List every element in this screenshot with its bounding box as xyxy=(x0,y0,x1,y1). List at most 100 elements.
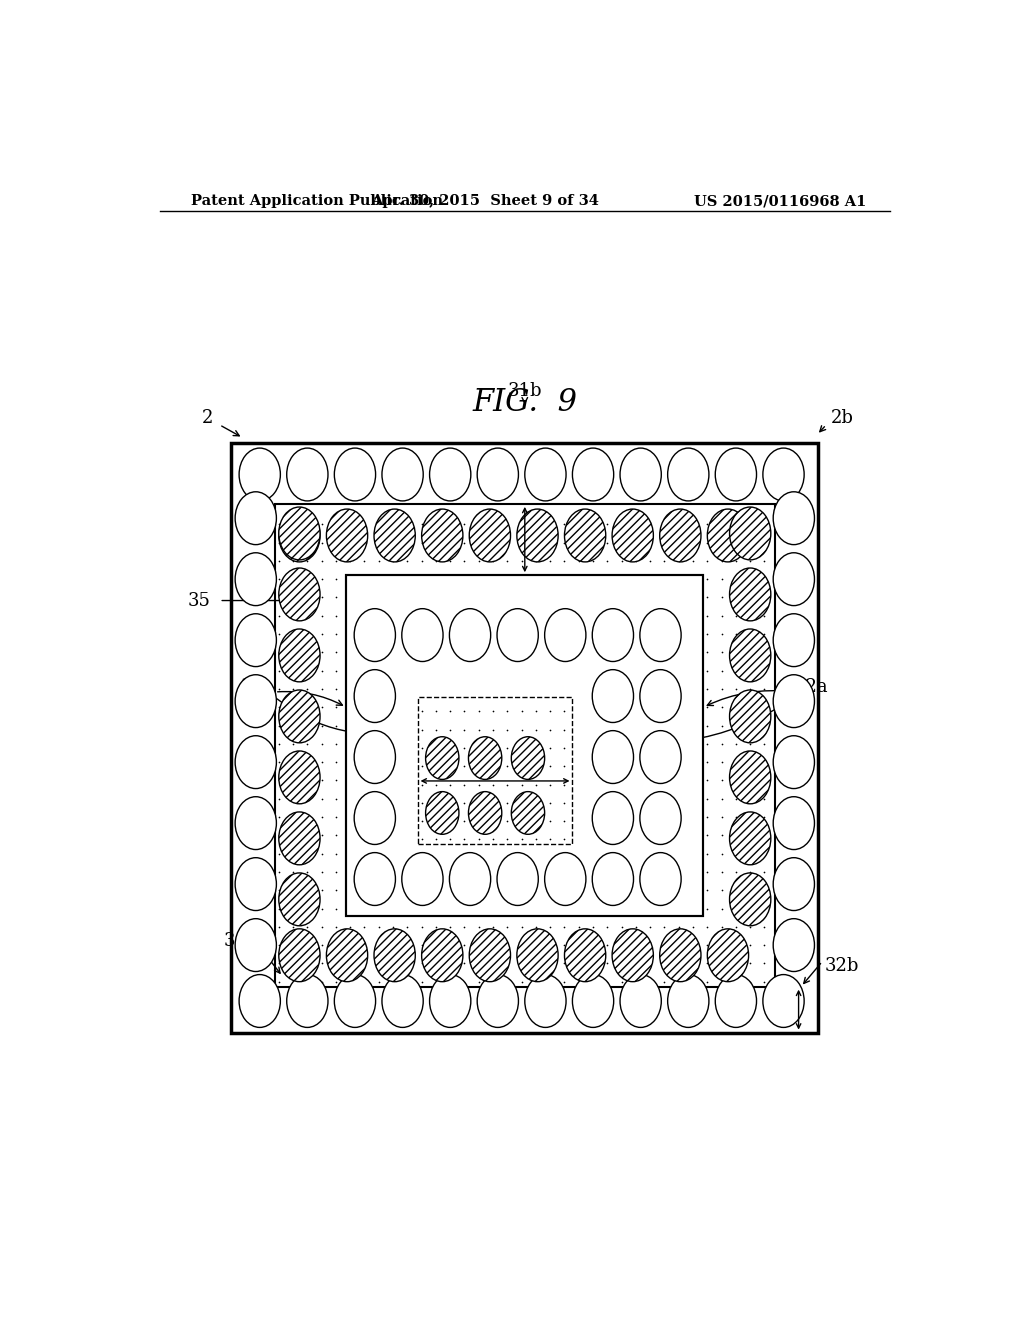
Text: 2: 2 xyxy=(202,409,213,426)
Circle shape xyxy=(564,510,606,562)
Point xyxy=(270,660,287,681)
Point xyxy=(442,916,459,937)
Point xyxy=(428,972,444,993)
Point xyxy=(699,678,716,700)
Point xyxy=(714,513,730,535)
Circle shape xyxy=(729,507,771,560)
Point xyxy=(728,825,744,846)
Point xyxy=(656,972,673,993)
Point xyxy=(457,774,473,795)
Point xyxy=(728,807,744,828)
Circle shape xyxy=(612,510,653,562)
Circle shape xyxy=(497,853,539,906)
Point xyxy=(356,916,373,937)
Circle shape xyxy=(477,974,518,1027)
Point xyxy=(714,606,730,627)
Point xyxy=(428,513,444,535)
Circle shape xyxy=(715,974,757,1027)
Point xyxy=(313,623,330,644)
Point xyxy=(328,879,344,900)
Point xyxy=(299,916,315,937)
Point xyxy=(599,953,615,974)
Point xyxy=(285,532,301,553)
Point xyxy=(285,843,301,865)
Point xyxy=(371,550,387,572)
Point xyxy=(513,701,529,722)
Point xyxy=(457,972,473,993)
Point xyxy=(270,935,287,956)
Point xyxy=(313,898,330,919)
Circle shape xyxy=(659,510,701,562)
Point xyxy=(313,751,330,772)
Circle shape xyxy=(517,929,558,982)
Point xyxy=(714,916,730,937)
Point xyxy=(356,532,373,553)
Point xyxy=(613,550,630,572)
Point xyxy=(471,701,487,722)
Point xyxy=(313,587,330,609)
Point xyxy=(757,916,773,937)
Circle shape xyxy=(334,447,376,500)
Point xyxy=(556,719,572,741)
Point xyxy=(542,755,558,776)
Point xyxy=(471,755,487,776)
Point xyxy=(414,550,430,572)
Point xyxy=(556,701,572,722)
Circle shape xyxy=(640,792,681,845)
Point xyxy=(728,879,744,900)
Point xyxy=(328,569,344,590)
Point xyxy=(299,606,315,627)
Point xyxy=(414,701,430,722)
Point xyxy=(471,738,487,759)
Text: 32b: 32b xyxy=(824,957,859,975)
Circle shape xyxy=(773,614,814,667)
Circle shape xyxy=(236,614,276,667)
Point xyxy=(499,916,515,937)
Point xyxy=(471,513,487,535)
Point xyxy=(442,829,459,850)
Circle shape xyxy=(354,731,395,784)
Text: Patent Application Publication: Patent Application Publication xyxy=(191,194,443,209)
Point xyxy=(585,916,601,937)
Point xyxy=(356,513,373,535)
Bar xyxy=(231,444,818,1032)
Point xyxy=(585,550,601,572)
Point xyxy=(742,972,759,993)
Point xyxy=(714,734,730,755)
Circle shape xyxy=(382,447,423,500)
Point xyxy=(299,623,315,644)
Point xyxy=(285,642,301,663)
Point xyxy=(485,755,502,776)
Point xyxy=(371,532,387,553)
Point xyxy=(542,829,558,850)
Point xyxy=(757,972,773,993)
Point xyxy=(527,719,544,741)
Point xyxy=(499,513,515,535)
Circle shape xyxy=(426,792,459,834)
Point xyxy=(527,953,544,974)
Circle shape xyxy=(640,731,681,784)
Text: Apr. 30, 2015  Sheet 9 of 34: Apr. 30, 2015 Sheet 9 of 34 xyxy=(371,194,599,209)
Point xyxy=(628,935,644,956)
Circle shape xyxy=(763,447,804,500)
Point xyxy=(285,807,301,828)
Point xyxy=(556,550,572,572)
Bar xyxy=(274,504,775,987)
Point xyxy=(414,532,430,553)
Point xyxy=(270,770,287,791)
Point xyxy=(757,935,773,956)
Point xyxy=(299,697,315,718)
Point xyxy=(570,953,587,974)
Point xyxy=(414,719,430,741)
Circle shape xyxy=(511,792,545,834)
Circle shape xyxy=(708,510,749,562)
Circle shape xyxy=(525,974,566,1027)
Point xyxy=(356,953,373,974)
Point xyxy=(385,972,401,993)
Point xyxy=(371,953,387,974)
Point xyxy=(285,825,301,846)
Point xyxy=(299,569,315,590)
Point xyxy=(313,807,330,828)
Point xyxy=(270,916,287,937)
Point xyxy=(299,843,315,865)
